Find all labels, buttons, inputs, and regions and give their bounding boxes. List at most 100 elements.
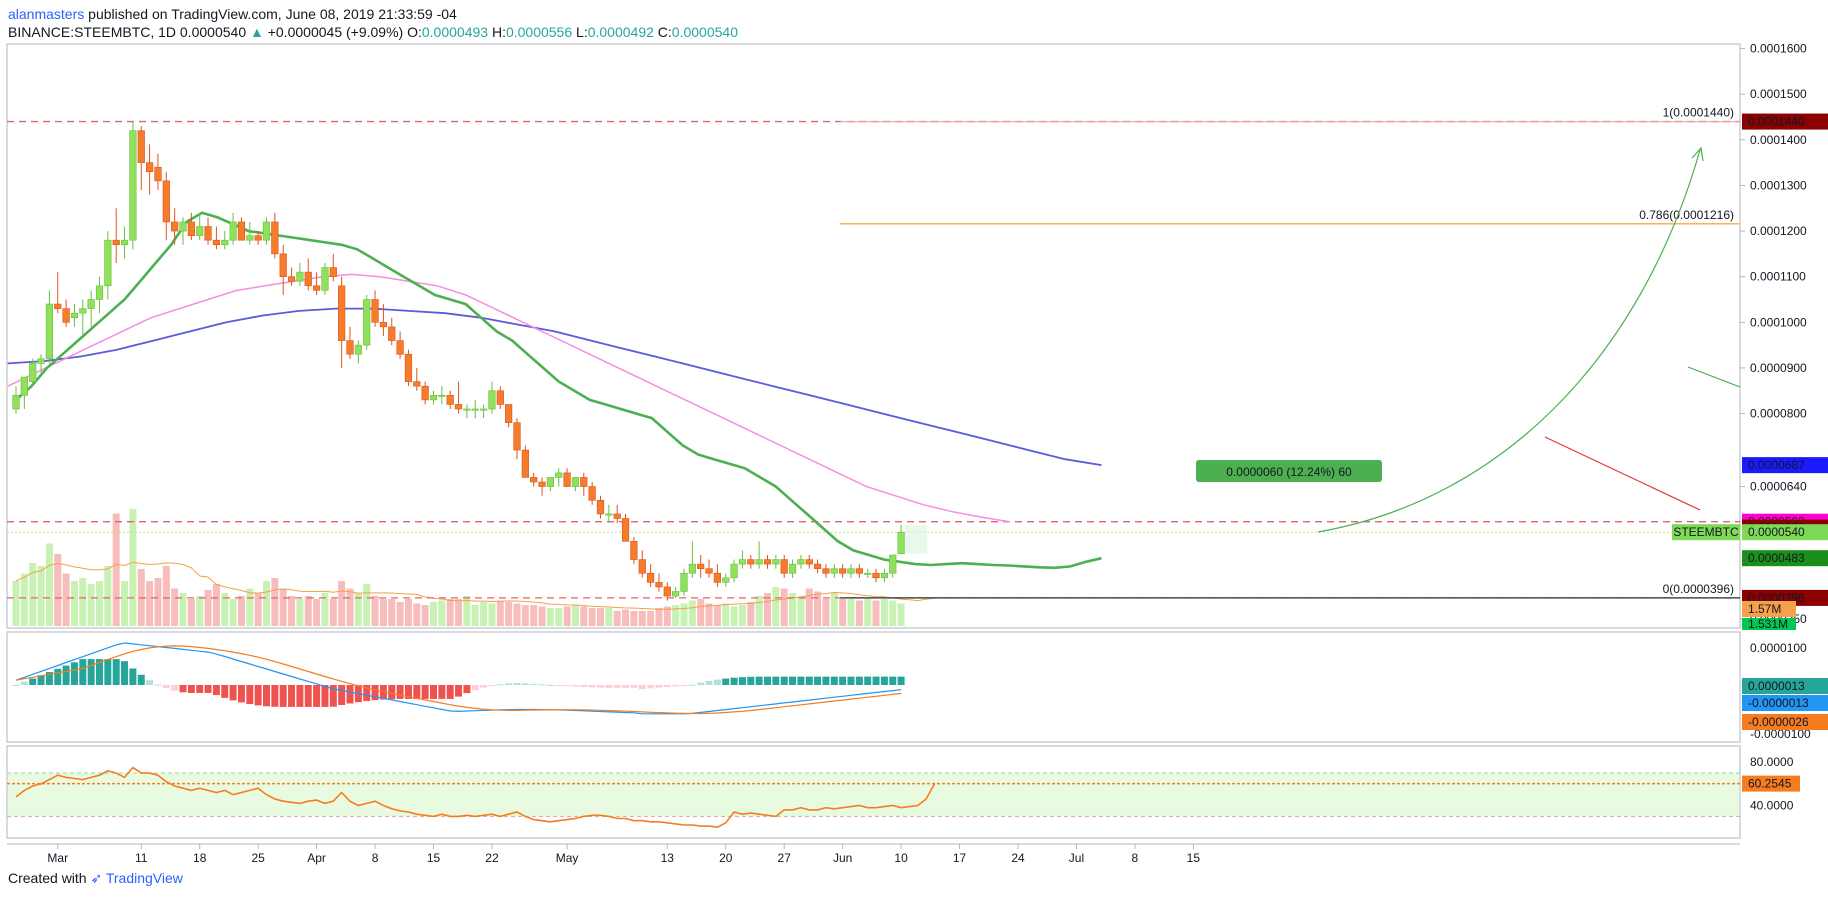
macd-histogram-bar	[430, 685, 437, 699]
volume-bar	[338, 581, 346, 626]
candle-body	[112, 239, 120, 246]
candle	[104, 231, 112, 300]
macd-histogram-bar	[162, 685, 170, 689]
candle-body	[413, 381, 421, 387]
candle-body	[864, 572, 872, 575]
macd-pane-border	[6, 631, 1741, 743]
price-badge	[1742, 113, 1828, 130]
candle	[788, 559, 797, 578]
date-tick-label: 8	[1132, 851, 1139, 865]
candle-body	[404, 353, 413, 382]
price-tick-label: 0.0001400	[1750, 133, 1807, 147]
candle	[129, 121, 137, 250]
candle-body	[279, 253, 287, 277]
macd-histogram-bar	[630, 685, 638, 688]
candle-body	[705, 568, 713, 574]
date-tick-label: 11	[135, 851, 148, 865]
macd-histogram-bar	[246, 685, 254, 705]
candle	[204, 217, 212, 245]
candle-body	[129, 130, 137, 241]
macd-histogram-bar	[546, 684, 554, 686]
price-tick-label: 0.0000900	[1750, 361, 1807, 375]
rsi-tick-label: 80.0000	[1750, 755, 1794, 769]
macd-histogram-bar	[722, 678, 730, 685]
volume-bar	[730, 606, 738, 626]
price-tick-label: 0.0001500	[1750, 87, 1807, 101]
candle-body	[304, 271, 312, 287]
macd-histogram-bar	[488, 685, 496, 686]
fib-level-label: 0.786(0.0001216)	[1639, 208, 1734, 222]
candle-body	[805, 559, 813, 565]
date-tick-label: May	[556, 851, 579, 865]
candle-body	[822, 568, 830, 574]
candle	[404, 349, 413, 387]
candle	[338, 276, 346, 368]
candle-body	[371, 299, 379, 323]
macd-histogram-bar	[54, 668, 62, 685]
volume-bar	[96, 581, 103, 626]
volume-bar	[563, 606, 571, 626]
volume-bar	[755, 596, 763, 626]
volume-bar	[738, 605, 746, 626]
candle	[479, 404, 488, 419]
candle	[229, 212, 237, 245]
volume-bar	[329, 599, 337, 626]
candle	[763, 555, 772, 569]
candle	[713, 564, 721, 587]
candle-body	[179, 221, 187, 232]
tradingview-brand[interactable]: TradingView	[105, 870, 183, 886]
candle	[638, 550, 646, 578]
candle	[429, 390, 438, 405]
volume-bar	[288, 596, 296, 626]
volume-bar	[45, 543, 53, 626]
candle-body	[638, 559, 646, 574]
fib-level-label: 0(0.0000396)	[1663, 582, 1734, 596]
volume-ma-badge	[1742, 601, 1796, 617]
volume-bar	[647, 611, 655, 626]
candle	[546, 477, 554, 492]
candle-body	[747, 559, 755, 565]
macd-histogram-bar	[521, 683, 529, 685]
candle	[855, 564, 863, 578]
volume-bar	[655, 608, 663, 626]
price-badge-label: 0.0001440	[1748, 115, 1805, 129]
candle	[463, 404, 471, 419]
macd-histogram-bar	[830, 676, 838, 685]
price-pane-border	[6, 43, 1741, 629]
macd-histogram-bar	[713, 679, 721, 685]
macd-histogram-bar	[446, 685, 454, 699]
candle	[95, 276, 104, 314]
volume-bar	[588, 608, 596, 626]
author-link[interactable]: alanmasters	[8, 6, 85, 22]
candle-body	[605, 513, 613, 516]
candle	[329, 253, 337, 282]
volume-bar	[279, 588, 287, 626]
volume-bar	[705, 603, 713, 626]
candle-body	[70, 312, 79, 319]
macd-histogram-bar	[96, 659, 103, 685]
macd-histogram-bar	[455, 685, 463, 697]
macd-badge-label: -0.0000026	[1748, 715, 1809, 729]
candle	[538, 477, 546, 496]
candle	[847, 564, 855, 578]
candle	[179, 217, 187, 245]
volume-label: 1.531M	[1748, 617, 1788, 631]
price-badge	[1742, 457, 1828, 474]
macd-histogram-bar	[129, 668, 137, 685]
last-price: 0.0000540	[179, 24, 247, 40]
macd-histogram-bar	[588, 685, 596, 688]
candle-body	[429, 395, 438, 401]
macd-histogram-bar	[839, 676, 847, 685]
candle-body	[204, 226, 212, 241]
macd-histogram-bar	[597, 685, 604, 688]
candle	[897, 524, 905, 555]
candle-body	[479, 408, 488, 411]
measure-range-box	[905, 524, 928, 554]
macd-histogram-bar	[404, 685, 412, 699]
rsi-pane-border	[6, 745, 1741, 839]
macd-histogram-bar	[780, 676, 788, 685]
macd-histogram-bar	[104, 659, 112, 685]
ma-long-line	[7, 307, 1102, 466]
macd-histogram-bar	[388, 685, 396, 700]
